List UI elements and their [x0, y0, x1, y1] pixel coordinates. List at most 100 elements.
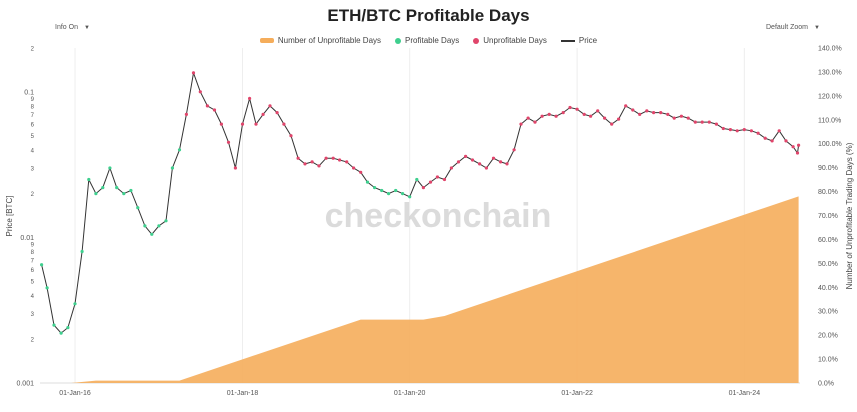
- y2-tick-label: 120.0%: [818, 93, 842, 100]
- unprofitable-day-dot: [268, 104, 272, 108]
- zoom-select-label: Default Zoom: [766, 24, 809, 31]
- dropdown-arrow-icon: ▼: [814, 25, 820, 31]
- unprofitable-day-dot: [484, 166, 488, 170]
- y-tick-label: 5: [31, 134, 35, 140]
- unprofitable-day-dot: [352, 166, 356, 170]
- y-tick-label: 2: [31, 47, 35, 53]
- unprofitable-day-dot: [310, 160, 314, 164]
- unprofitable-day-dot: [240, 122, 245, 126]
- y2-tick-label: 30.0%: [818, 309, 838, 316]
- info-toggle-label: Info On: [55, 24, 78, 31]
- zoom-select[interactable]: Default Zoom ▼: [766, 24, 820, 31]
- unprofitable-day-dot: [303, 162, 307, 166]
- profitable-day-dot: [150, 232, 154, 236]
- unprofitable-day-dot: [679, 114, 684, 118]
- x-axis-ticks: 01-Jan-16 01-Jan-18 01-Jan-20 01-Jan-22 01-J…: [59, 390, 760, 397]
- unprofitable-day-dot: [359, 170, 363, 174]
- legend-item-unprofitable-days[interactable]: Unprofitable Days: [473, 36, 547, 45]
- y-tick-label: 9: [31, 97, 35, 103]
- unprofitable-day-dot: [631, 108, 635, 112]
- dropdown-arrow-icon: ▼: [83, 25, 90, 31]
- profitable-day-dot: [157, 224, 161, 228]
- y-tick-label: 2: [31, 338, 35, 344]
- profitable-day-dot: [73, 302, 77, 306]
- y2-tick-label: 100.0%: [818, 141, 842, 148]
- unprofitable-day-dot: [478, 162, 482, 166]
- x-tick-label: 01-Jan-16: [59, 390, 91, 397]
- unprofitable-day-dot: [248, 96, 252, 101]
- unprofitable-day-dot: [205, 104, 209, 108]
- profitable-day-dot: [94, 192, 98, 196]
- y-tick-label: 3: [31, 312, 35, 318]
- unprofitable-day-dot: [795, 151, 800, 155]
- y2-tick-label: 140.0%: [818, 46, 842, 53]
- y2-tick-label: 130.0%: [818, 69, 842, 76]
- profitable-day-dot: [387, 192, 391, 196]
- unprofitable-day-dot: [645, 109, 649, 113]
- watermark: checkonchain: [325, 197, 552, 235]
- info-toggle[interactable]: Info On ▼: [55, 24, 90, 31]
- unprofitable-day-dot: [421, 186, 425, 190]
- unprofitable-day-dot: [449, 166, 453, 170]
- unprofitable-day-dot: [617, 117, 621, 121]
- y-tick-label: 8: [31, 104, 35, 110]
- unprofitable-day-dot: [791, 145, 795, 149]
- unprofitable-day-dot: [540, 114, 544, 118]
- y-tick-label: 0.1: [24, 89, 34, 96]
- profitable-day-dot: [136, 206, 140, 210]
- profitable-day-dot: [380, 188, 384, 193]
- y2-tick-label: 90.0%: [818, 165, 838, 172]
- x-tick-label: 01-Jan-24: [729, 390, 761, 397]
- y-tick-label: 8: [31, 250, 35, 256]
- unprofitable-day-dot: [191, 71, 196, 75]
- unprofitable-day-dot: [589, 114, 593, 118]
- y2-tick-label: 20.0%: [818, 333, 838, 340]
- y2-tick-label: 110.0%: [818, 117, 841, 124]
- legend-item-unprofitable-count[interactable]: Number of Unprofitable Days: [259, 36, 381, 45]
- y-tick-label: 2: [31, 192, 35, 198]
- x-tick-label: 01-Jan-18: [227, 390, 259, 397]
- y-tick-label: 0.001: [16, 381, 34, 388]
- unprofitable-day-dot: [777, 129, 781, 133]
- unprofitable-day-dot: [561, 111, 565, 115]
- unprofitable-day-dot: [693, 120, 697, 124]
- unprofitable-day-dot: [331, 156, 335, 160]
- unprofitable-day-dot: [721, 126, 725, 131]
- profitable-day-dot: [129, 188, 133, 193]
- y-tick-label: 9: [31, 243, 35, 249]
- legend-item-profitable-days[interactable]: Profitable Days: [395, 36, 459, 45]
- y-tick-label: 3: [31, 166, 35, 172]
- y-tick-label: 4: [31, 294, 35, 300]
- y2-axis-ticks: 0.0% 10.0% 20.0% 30.0% 40.0% 50.0% 60.0% 70.0% 8…: [818, 46, 842, 388]
- unprofitable-day-dot: [554, 114, 558, 118]
- legend-item-price[interactable]: Price: [560, 36, 597, 45]
- profitable-day-dot: [408, 195, 412, 199]
- profitable-day-dot: [122, 192, 126, 196]
- x-tick-label: 01-Jan-20: [394, 390, 426, 397]
- y-tick-label: 7: [31, 113, 35, 119]
- unprofitable-day-dot: [296, 156, 300, 160]
- legend-line-swatch: [560, 39, 575, 42]
- unprofitable-day-dot: [756, 131, 760, 135]
- legend-dot-swatch: [395, 37, 402, 44]
- unprofitable-day-dot: [442, 177, 447, 182]
- unprofitable-day-dot: [261, 112, 265, 116]
- unprofitable-day-dot: [700, 120, 704, 124]
- unprofitable-day-dot: [282, 122, 286, 126]
- y-tick-label: 7: [31, 258, 35, 264]
- unprofitable-day-dot: [338, 158, 342, 162]
- unprofitable-day-dot: [428, 180, 433, 184]
- y2-tick-label: 0.0%: [818, 381, 834, 388]
- unprofitable-day-dot: [233, 166, 237, 170]
- unprofitable-day-dot: [707, 120, 711, 124]
- y-tick-label: 5: [31, 280, 35, 286]
- profitable-day-dot: [401, 192, 405, 196]
- unprofitable-days-area: [41, 196, 799, 383]
- unprofitable-day-dot: [638, 112, 642, 116]
- unprofitable-day-dot: [198, 90, 202, 94]
- y2-tick-label: 40.0%: [818, 285, 838, 292]
- chart-title: ETH/BTC Profitable Days: [327, 6, 530, 25]
- unprofitable-day-dot: [749, 129, 754, 133]
- unprofitable-day-dot: [672, 116, 676, 120]
